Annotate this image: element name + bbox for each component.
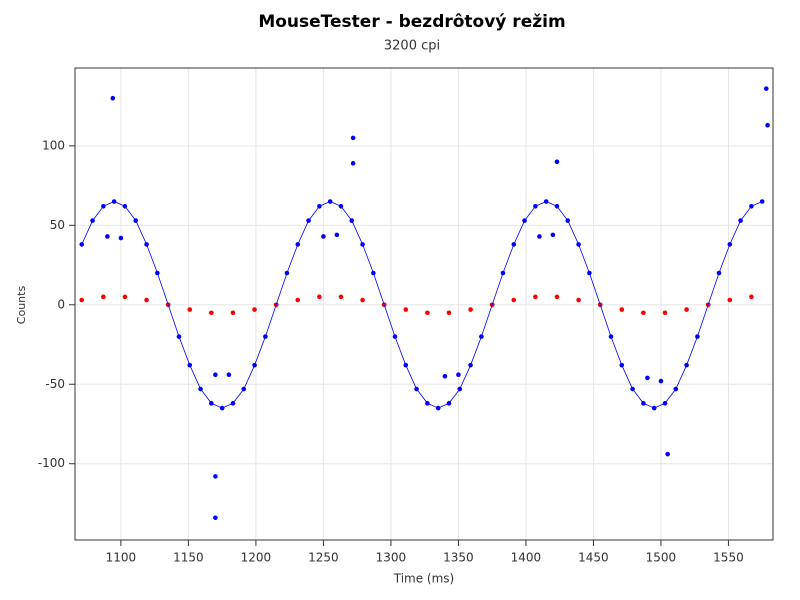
point <box>187 307 193 312</box>
point <box>727 297 733 303</box>
point <box>763 86 769 91</box>
x-tick-label: 1500 <box>646 551 677 565</box>
line <box>81 201 763 409</box>
point <box>403 307 409 312</box>
point <box>684 307 689 312</box>
y-tick-label: -50 <box>45 377 65 391</box>
point <box>554 159 560 165</box>
point <box>533 294 538 300</box>
x-tick-label: 1350 <box>443 551 474 565</box>
point <box>576 297 581 303</box>
point <box>554 294 560 300</box>
y-tick-label: -100 <box>38 456 65 470</box>
point <box>101 294 106 300</box>
point <box>765 122 770 128</box>
point <box>118 235 124 241</box>
point <box>226 372 232 378</box>
point <box>105 234 110 239</box>
point <box>550 232 556 238</box>
y-tick-label: 100 <box>42 138 65 152</box>
point <box>511 297 517 303</box>
point <box>442 374 448 379</box>
point <box>213 474 218 479</box>
x-tick-label: 1400 <box>511 551 542 565</box>
point <box>321 234 326 239</box>
point <box>645 375 650 381</box>
point <box>79 242 85 247</box>
point <box>662 310 668 316</box>
point <box>317 294 322 300</box>
point <box>456 372 461 378</box>
point <box>425 310 430 316</box>
point <box>658 378 664 384</box>
y-tick-label: 50 <box>50 218 65 232</box>
point <box>749 294 754 300</box>
point <box>79 297 85 303</box>
point <box>446 310 452 316</box>
point <box>537 234 542 239</box>
chart-title: MouseTester - bezdrôtový režim <box>258 12 565 32</box>
x-tick-label: 1150 <box>173 551 204 565</box>
x-tick-label: 1300 <box>376 551 407 565</box>
plot-frame <box>74 67 774 541</box>
point <box>350 135 356 141</box>
point <box>468 307 473 312</box>
x-tick-label: 1250 <box>308 551 339 565</box>
point <box>759 199 765 204</box>
x-tick-label: 1200 <box>241 551 272 565</box>
point <box>338 294 344 300</box>
chart-subtitle: 3200 cpi <box>384 39 440 54</box>
point <box>209 310 214 316</box>
point <box>110 95 116 101</box>
point <box>213 372 218 378</box>
point <box>665 451 670 457</box>
point <box>252 307 257 312</box>
point <box>360 297 365 303</box>
x-axis-label: Time (ms) <box>393 572 455 586</box>
x-tick-label: 1100 <box>106 551 137 565</box>
point <box>230 310 236 316</box>
point <box>213 515 218 521</box>
point <box>122 294 128 300</box>
point <box>641 310 646 316</box>
y-tick-label: 0 <box>57 297 65 311</box>
point <box>619 307 625 312</box>
point <box>295 297 301 303</box>
point <box>334 232 340 238</box>
point <box>144 297 149 303</box>
point <box>350 161 356 166</box>
x-tick-label: 1550 <box>713 551 744 565</box>
y-axis-label: Counts <box>15 286 28 325</box>
x-tick-label: 1450 <box>578 551 609 565</box>
